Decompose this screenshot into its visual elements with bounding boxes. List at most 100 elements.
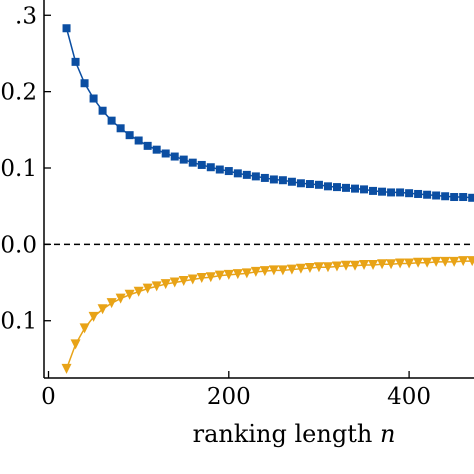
series-2-point-33 [359,259,370,270]
series-1-point-3 [89,94,98,103]
series-2-point-25 [286,264,297,275]
series-1-point-5 [107,116,116,125]
series-1-point-13 [179,155,188,164]
series-2-point-40 [422,257,433,268]
x-tick-label: 400 [387,384,431,410]
series-1-point-28 [314,180,323,189]
series-2-point-37 [395,258,406,269]
series-1-point-7 [125,131,134,140]
series-2-point-2 [79,323,90,334]
series-2-point-5 [106,298,117,309]
series-2-point-43 [449,256,460,267]
series-1-point-37 [396,188,405,197]
series-1-point-14 [188,158,197,167]
series-2-point-18 [223,269,234,280]
series-2-point-42 [440,256,451,267]
series-1-point-42 [441,192,450,201]
series-1-point-0 [62,24,71,33]
series-1-point-23 [269,175,278,184]
series-1-point-45 [468,193,474,202]
series-2-point-17 [214,270,225,281]
series-2-point-14 [187,274,198,285]
series-2-point-45 [467,256,474,267]
series-2-point-26 [295,263,306,274]
series-2-point-36 [386,259,397,270]
series-1-point-35 [378,187,387,196]
series-1-point-9 [143,141,152,150]
series-2-point-11 [160,279,171,290]
series-1-point-43 [450,193,459,202]
series-2-point-34 [368,259,379,270]
y-tick-label: 0.1 [0,309,37,335]
series-2-point-35 [377,259,388,270]
series-2-point-6 [115,293,126,304]
series-2-point-12 [169,277,180,288]
series-2-point-3 [88,311,99,322]
series-2-point-16 [205,272,216,283]
series-2-point-1 [70,339,81,350]
series-2-point-0 [61,363,72,374]
series-1-point-40 [423,190,432,199]
series-2-point-19 [232,269,243,280]
series-1-point-29 [323,182,332,191]
y-tick-label: 0.1 [0,156,37,182]
series-1-point-10 [152,145,161,154]
series-2-point-13 [178,276,189,287]
series-2-point-4 [97,304,108,315]
series-1-point-1 [71,57,80,66]
series-1-point-16 [206,163,215,172]
series-2-point-30 [331,261,342,272]
series-1-point-4 [98,106,107,115]
series-1-point-20 [242,170,251,179]
series-1-point-26 [296,179,305,188]
series-1-point-12 [170,152,179,161]
x-axis-label-variable: n [380,420,395,448]
series-2-point-8 [133,286,144,297]
series-1-point-38 [405,189,414,198]
series-1-point-34 [369,186,378,195]
series-2-point-31 [340,260,351,271]
series-2-point-9 [142,283,153,294]
series-2-point-44 [458,256,469,267]
x-tick-label: 0 [41,384,56,410]
series-2-point-22 [259,266,270,277]
series-1-point-25 [287,177,296,186]
series-1-point-27 [305,180,314,189]
series-1-point-30 [332,183,341,192]
series-1-point-32 [351,184,360,193]
series-1-point-33 [360,185,369,194]
series-2-point-27 [304,263,315,274]
series-1-point-36 [387,188,396,197]
series-2-point-39 [413,257,424,268]
series-1-point-31 [341,183,350,192]
y-tick-label: 0.2 [0,80,37,106]
y-tick-label: 0.0 [0,232,37,258]
series-2-point-21 [250,266,261,277]
series-1-point-44 [459,193,468,202]
series-2-point-41 [431,256,442,267]
series-1-point-19 [233,169,242,178]
x-axis-label-text: ranking length [193,420,380,448]
series-1-point-11 [161,149,170,158]
series-2-point-28 [313,262,324,273]
series-1-point-17 [215,165,224,174]
series-2-point-38 [404,258,415,269]
series-2-point-29 [322,262,333,273]
series-1-point-22 [260,173,269,182]
series-2-point-7 [124,289,135,300]
series-1-point-2 [80,79,89,88]
series-1-line [65,28,473,199]
series-2-line [65,260,473,370]
series-1-point-6 [116,124,125,133]
series-2-point-23 [268,265,279,276]
series-1-point-39 [414,189,423,198]
series-1-point-18 [224,167,233,176]
series-2-point-10 [151,281,162,292]
series-2-point-32 [350,260,361,271]
series-1-point-15 [197,160,206,169]
series-1-point-24 [278,176,287,185]
series-1-point-21 [251,172,260,181]
x-tick-label: 200 [207,384,251,410]
y-tick-label: .3 [15,3,37,29]
